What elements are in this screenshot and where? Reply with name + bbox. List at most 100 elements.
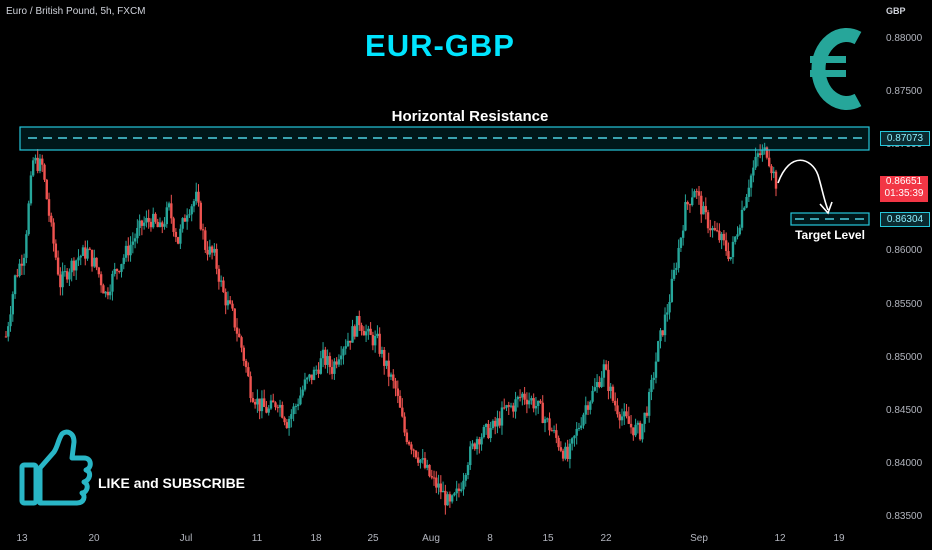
candle-body xyxy=(188,214,191,216)
candle-body xyxy=(736,234,739,237)
candle-body xyxy=(505,405,508,408)
candle-body xyxy=(675,268,678,270)
candle-body xyxy=(432,477,436,479)
candle-body xyxy=(90,249,94,267)
time-tick-label: 25 xyxy=(367,533,379,544)
arrow-head xyxy=(819,201,833,215)
candle-body xyxy=(706,212,710,229)
price-tick-label: 0.88000 xyxy=(886,33,923,44)
candle-body xyxy=(389,374,393,377)
candle-body xyxy=(564,446,567,459)
candle-body xyxy=(115,269,119,272)
candle-body xyxy=(457,488,461,491)
candle-body xyxy=(734,236,737,242)
candle-body xyxy=(312,369,316,380)
candle-body xyxy=(713,227,717,231)
candle-body xyxy=(525,399,529,405)
candle-body xyxy=(140,220,144,226)
candle-body xyxy=(43,164,46,180)
candle-body xyxy=(691,197,694,206)
candle-body xyxy=(122,257,125,265)
candle-body xyxy=(607,369,610,391)
candle-body xyxy=(405,432,409,442)
candle-body xyxy=(247,367,250,377)
candle-body xyxy=(652,377,655,380)
candle-body xyxy=(761,149,764,156)
candle-body xyxy=(18,263,21,276)
candle-body xyxy=(466,465,470,475)
candle-body xyxy=(616,405,619,415)
candle-series xyxy=(4,142,778,515)
candle-body xyxy=(133,238,137,242)
candle-body xyxy=(20,263,24,266)
candle-body xyxy=(620,416,624,421)
candle-body xyxy=(523,393,526,400)
candle-body xyxy=(27,203,30,235)
candle-body xyxy=(636,422,640,425)
candle-body xyxy=(491,420,495,429)
candle-body xyxy=(129,244,132,256)
candle-body xyxy=(559,447,563,451)
candle-body xyxy=(444,490,447,506)
candle-body xyxy=(679,237,683,248)
candle-body xyxy=(238,333,241,338)
candle-body xyxy=(296,404,300,407)
candle-body xyxy=(407,441,411,445)
candle-body xyxy=(77,257,80,261)
candle-body xyxy=(197,191,200,203)
candle-body xyxy=(70,260,73,273)
candle-body xyxy=(693,191,696,198)
candle-body xyxy=(86,248,89,259)
candle-body xyxy=(192,201,196,207)
candle-body xyxy=(602,364,606,378)
candle-body xyxy=(385,360,388,366)
candle-body xyxy=(715,230,719,232)
candle-body xyxy=(475,439,479,450)
candle-body xyxy=(731,241,735,258)
candle-body xyxy=(758,153,762,156)
candle-body xyxy=(219,280,223,282)
candle-body xyxy=(81,247,85,256)
candle-body xyxy=(550,430,553,432)
candle-body xyxy=(267,408,270,413)
candle-body xyxy=(233,308,236,328)
candle-body xyxy=(4,336,8,338)
candle-body xyxy=(659,330,662,342)
resistance-zone[interactable] xyxy=(19,126,870,151)
candle-body xyxy=(416,457,420,463)
candle-body xyxy=(482,426,486,438)
candle-body xyxy=(598,382,601,387)
projection-arrow xyxy=(777,159,829,211)
candle-body xyxy=(25,234,28,258)
time-tick-label: 15 xyxy=(542,533,554,544)
candle-body xyxy=(108,291,112,296)
candle-body xyxy=(256,398,259,405)
candle-body xyxy=(765,147,769,158)
candle-body xyxy=(401,407,404,417)
candle-body xyxy=(269,400,273,409)
candle-body xyxy=(448,494,452,502)
candle-body xyxy=(752,167,755,176)
candle-body xyxy=(136,227,139,239)
candle-body xyxy=(283,417,286,423)
candle-body xyxy=(643,412,646,424)
target-label: Target Level xyxy=(795,228,865,242)
candle-body xyxy=(489,428,492,439)
candle-body xyxy=(290,414,293,419)
candle-body xyxy=(52,222,55,244)
candle-body xyxy=(530,398,533,401)
candle-body xyxy=(319,358,322,374)
candle-body xyxy=(231,303,234,309)
candle-body xyxy=(398,395,402,408)
candle-body xyxy=(45,179,48,200)
time-tick-label: 19 xyxy=(833,533,845,544)
candle-body xyxy=(240,337,243,348)
candle-body xyxy=(403,416,406,433)
candle-body xyxy=(326,356,329,365)
candle-body xyxy=(439,483,443,493)
candle-body xyxy=(349,340,352,343)
candle-body xyxy=(152,213,155,228)
candle-body xyxy=(95,257,98,268)
time-tick-label: Sep xyxy=(690,533,708,544)
